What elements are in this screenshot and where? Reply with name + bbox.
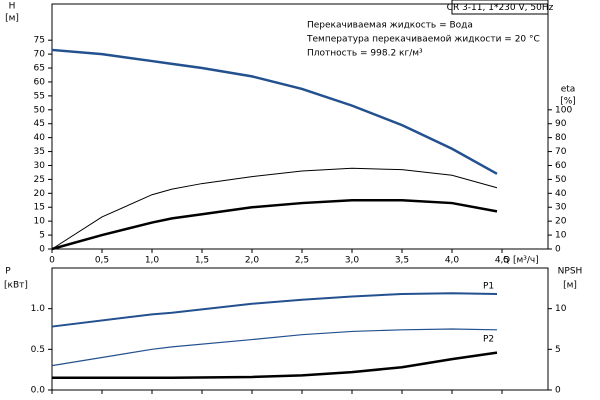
x-tick-label: 2,5	[295, 256, 309, 266]
y-tick-label: 75	[34, 36, 45, 46]
y-tick-label: 35	[34, 147, 45, 157]
x-axis-label: Q [м³/ч]	[503, 256, 539, 266]
y2-tick-label: 0	[555, 245, 561, 255]
y2-tick-label: 10	[555, 304, 567, 314]
y2-tick-label: 0	[555, 386, 561, 396]
curve	[51, 199, 498, 251]
y2-tick-label: 50	[555, 175, 567, 185]
y2-tick-label: 80	[555, 133, 567, 143]
curve	[52, 351, 498, 380]
series-label: P1	[483, 282, 494, 292]
y-axis-label: H	[9, 2, 16, 12]
annotation: Плотность = 998.2 кг/м³	[307, 49, 423, 59]
x-tick-label: 4,0	[445, 256, 460, 266]
y2-tick-label: 40	[555, 189, 567, 199]
x-tick-label: 4,5	[495, 256, 509, 266]
y2-axis-label: NPSH	[558, 267, 583, 277]
y-tick-label: 60	[34, 77, 46, 87]
curve	[51, 292, 498, 328]
x-tick-label: 2,0	[245, 256, 260, 266]
curve	[51, 48, 498, 175]
annotation: Температура перекачиваемой жидкости = 20…	[306, 35, 540, 45]
y2-axis-label: eta	[561, 85, 576, 95]
y-tick-label: 40	[34, 133, 46, 143]
x-tick-label: 3,5	[395, 256, 409, 266]
y-tick-label: 30	[34, 161, 46, 171]
y2-tick-label: 10	[555, 231, 567, 241]
curve	[51, 167, 498, 250]
annotation: Перекачиваемая жидкость = Вода	[307, 21, 473, 31]
y2-tick-label: 90	[555, 119, 567, 129]
y2-tick-label: 30	[555, 203, 567, 213]
y-axis-unit: [м]	[5, 14, 19, 24]
y2-tick-label: 100	[555, 105, 572, 115]
y-axis-label: P	[5, 267, 11, 277]
y2-tick-label: 70	[555, 147, 567, 157]
y-tick-label: 45	[34, 119, 45, 129]
x-tick-label: 3,0	[345, 256, 360, 266]
plot-frame	[51, 3, 549, 250]
y-tick-label: 5	[39, 231, 45, 241]
x-tick-label: 1,0	[145, 256, 160, 266]
y-tick-label: 65	[34, 64, 45, 74]
y-tick-label: 10	[34, 217, 46, 227]
y2-axis-unit: [%]	[560, 97, 576, 107]
curve	[51, 328, 498, 367]
x-tick-label: 0	[49, 256, 55, 266]
y-tick-label: 0.5	[31, 345, 45, 355]
y2-tick-label: 20	[555, 217, 567, 227]
y2-axis-unit: [м]	[563, 281, 577, 291]
x-tick-label: 0,5	[95, 256, 109, 266]
y-axis-unit: [кВт]	[4, 281, 28, 291]
y-tick-label: 50	[34, 105, 46, 115]
y2-tick-label: 5	[555, 345, 561, 355]
y-tick-label: 20	[34, 189, 46, 199]
y-tick-label: 1.0	[31, 304, 46, 314]
y-tick-label: 15	[34, 203, 45, 213]
y2-tick-label: 60	[555, 161, 567, 171]
plot-frame	[51, 267, 549, 391]
x-tick-label: 1,5	[195, 256, 209, 266]
y-tick-label: 0.0	[31, 386, 46, 396]
y-tick-label: 55	[34, 91, 45, 101]
y-tick-label: 25	[34, 175, 45, 185]
y-tick-label: 70	[34, 50, 46, 60]
y-tick-label: 0	[39, 245, 45, 255]
series-label: P2	[483, 334, 494, 344]
chart-title: CR 3-11, 1*230 V, 50Hz	[447, 3, 554, 13]
